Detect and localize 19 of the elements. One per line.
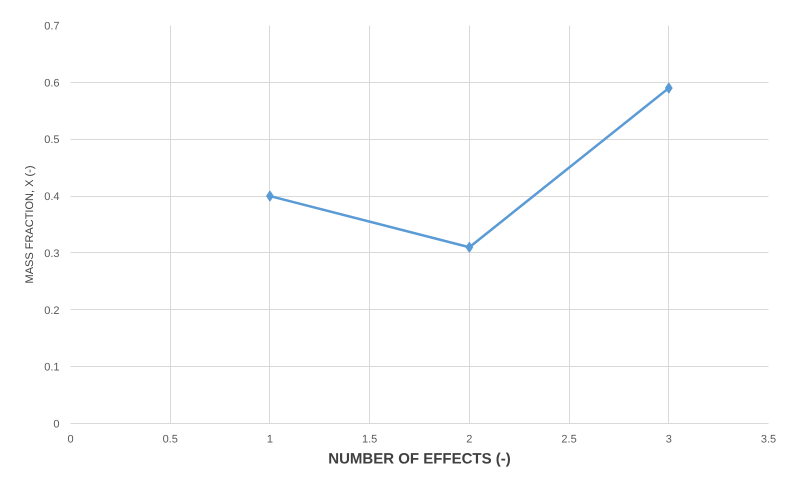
y-tick-label: 0.4: [44, 191, 60, 204]
x-tick-label: 0.5: [162, 434, 178, 446]
x-tick-label: 2.5: [561, 434, 577, 446]
x-tick-label: 1.5: [362, 434, 378, 446]
y-tick-label: 0: [53, 418, 60, 430]
y-tick-label: 0.2: [44, 304, 60, 317]
x-tick-label: 0: [67, 434, 74, 446]
x-axis-title: NUMBER OF EFFECTS (-): [328, 450, 511, 468]
x-tick-label: 3: [666, 434, 672, 446]
y-tick-label: 0.5: [44, 134, 60, 146]
x-tick-label: 2: [466, 434, 472, 446]
x-tick-label: 3.5: [760, 434, 776, 446]
y-tick-label: 0.3: [44, 248, 60, 260]
y-tick-label: 0.7: [44, 20, 60, 32]
y-tick-label: 0.6: [44, 77, 60, 90]
y-axis-title: MASS FRACTION, X (-): [24, 166, 36, 284]
y-tick-label: 0.1: [44, 362, 60, 374]
x-tick-label: 1: [266, 434, 273, 446]
point: [664, 82, 673, 94]
